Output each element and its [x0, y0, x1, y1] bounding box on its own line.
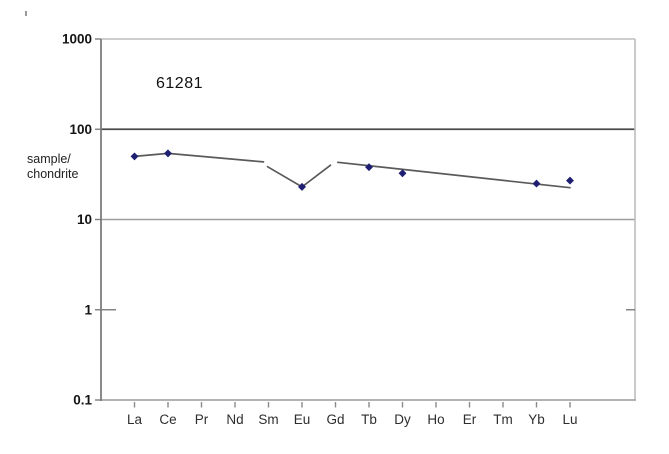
- data-point-Eu: [298, 182, 306, 191]
- x-tick-label-Nd: Nd: [226, 412, 243, 427]
- data-line-segment-2: [266, 164, 332, 188]
- data-point-Yb: [532, 179, 541, 188]
- chart-title: 61281: [156, 75, 203, 92]
- y-tick-label-0.1: 0.1: [73, 393, 92, 408]
- stray-mark: [25, 11, 27, 16]
- data-line-segment-1: [133, 152, 265, 163]
- x-tick-label-Ce: Ce: [159, 412, 176, 427]
- x-tick-label-Sm: Sm: [258, 412, 278, 427]
- data-point-Lu: [566, 176, 574, 185]
- y-axis-label-line2: chondrite: [27, 166, 79, 181]
- data-point-Tb: [365, 163, 373, 172]
- x-tick-label-Gd: Gd: [326, 412, 344, 427]
- data-point-Dy: [398, 169, 407, 178]
- x-tick-label-Er: Er: [463, 412, 477, 427]
- y-tick-label-100: 100: [69, 122, 92, 137]
- x-tick-label-Tb: Tb: [361, 412, 377, 427]
- x-tick-label-Pr: Pr: [195, 412, 209, 427]
- y-tick-label-1: 1: [84, 302, 92, 317]
- y-axis-label-line1: sample/: [27, 152, 71, 166]
- y-tick-label-1000: 1000: [62, 32, 92, 47]
- x-tick-label-La: La: [127, 412, 143, 427]
- x-tick-label-Lu: Lu: [562, 412, 577, 427]
- x-tick-label-Ho: Ho: [427, 412, 444, 427]
- y-tick-label-10: 10: [77, 212, 92, 227]
- x-tick-label-Yb: Yb: [528, 412, 545, 427]
- data-point-La: [130, 152, 139, 161]
- data-line-segment-3: [336, 161, 571, 189]
- y-axis-label: sample/ chondrite: [27, 152, 78, 181]
- x-tick-label-Dy: Dy: [394, 412, 411, 427]
- x-tick-label-Tm: Tm: [493, 412, 513, 427]
- x-tick-label-Eu: Eu: [294, 412, 311, 427]
- data-point-Ce: [164, 149, 172, 158]
